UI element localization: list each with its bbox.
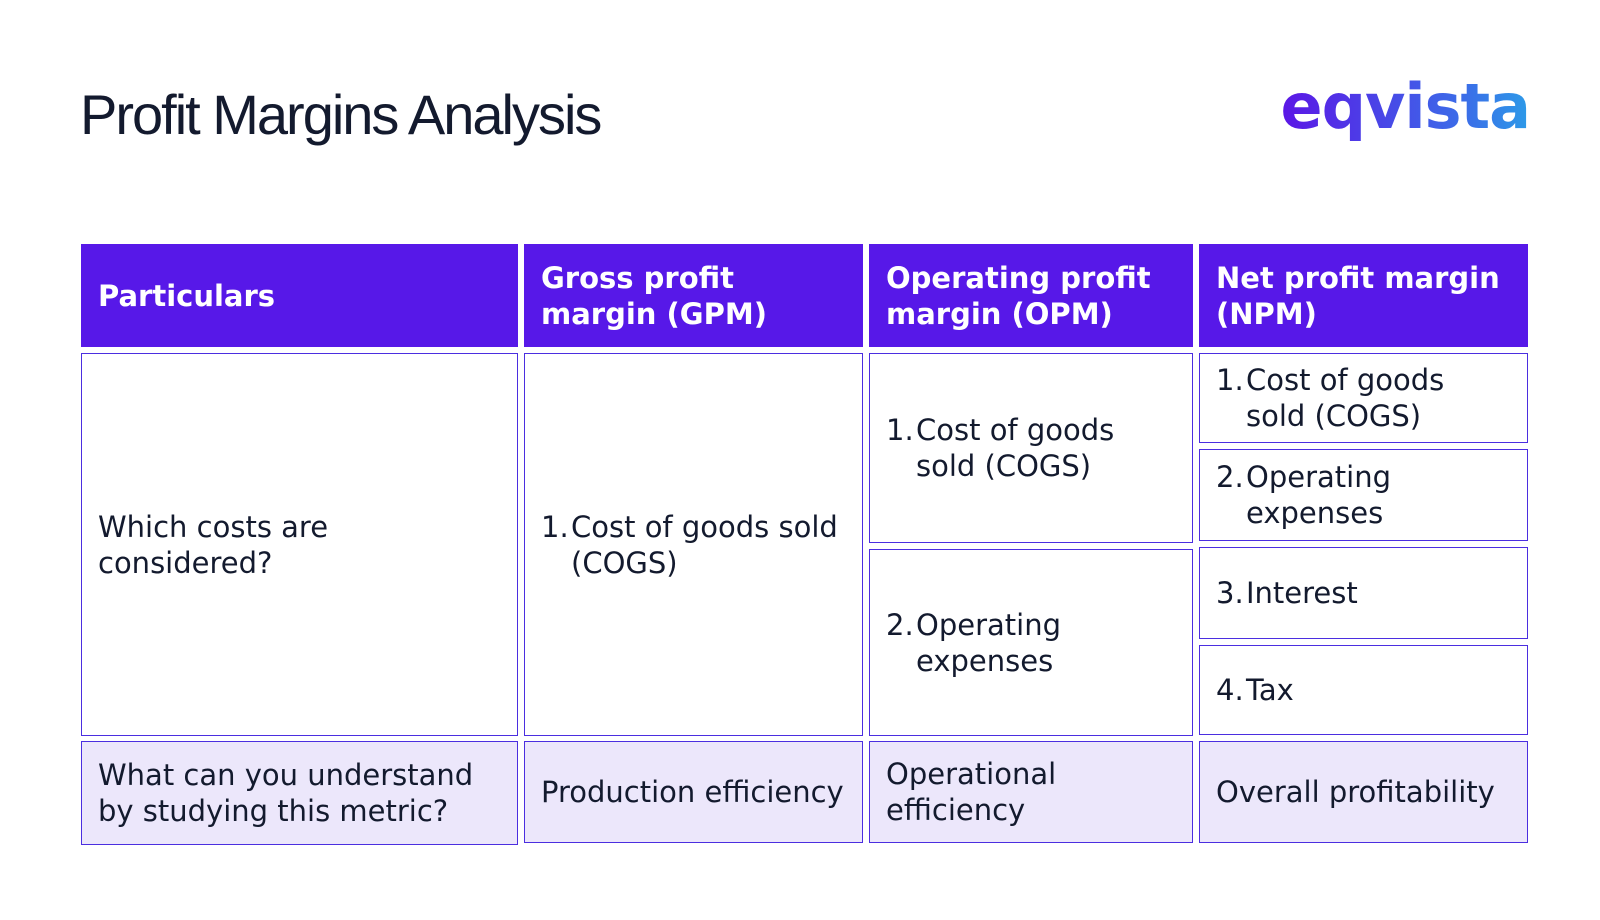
list-cell: 2. Operating expenses	[869, 549, 1193, 736]
header-cell: Gross profit margin (GPM)	[524, 244, 863, 347]
list-item: 2. Operating expenses	[886, 607, 1176, 679]
item-number: 1.	[541, 509, 569, 544]
logo: eqvista	[1280, 70, 1531, 143]
list-cell: 3. Interest	[1199, 547, 1528, 639]
header-cell: Particulars	[81, 244, 518, 347]
list-item: 2. Operating expenses	[1216, 459, 1511, 531]
list-item: 1. Cost of goods sold (COGS)	[886, 412, 1176, 484]
list-cell: 1. Cost of goods sold (COGS)	[524, 353, 863, 736]
item-number: 2.	[886, 607, 914, 642]
item-number: 1.	[886, 413, 914, 447]
item-number: 3.	[1216, 576, 1244, 610]
item-text: Interest	[1246, 576, 1358, 610]
item-text: Cost of goods sold (COGS)	[916, 413, 1115, 483]
list-item: 4. Tax	[1216, 672, 1294, 708]
item-number: 1.	[1216, 363, 1244, 397]
item-number: 4.	[1216, 673, 1244, 707]
item-text: Cost of goods sold (COGS)	[1246, 363, 1445, 433]
list-cell: 1. Cost of goods sold (COGS)	[869, 353, 1193, 543]
header-cell: Net profit margin (NPM)	[1199, 244, 1528, 347]
table-cell: Overall profitability	[1199, 741, 1528, 843]
title: Profit Margins Analysis	[80, 83, 602, 146]
item-text: Tax	[1246, 673, 1294, 707]
list-cell: 2. Operating expenses	[1199, 449, 1528, 541]
row-label: Which costs are considered?	[81, 353, 518, 736]
table-cell: Production efficiency	[524, 741, 863, 843]
list-cell: 4. Tax	[1199, 645, 1528, 735]
table-cell: Operational efficiency	[869, 741, 1193, 843]
row-label: What can you understand by studying this…	[81, 741, 518, 845]
item-text: Operating expenses	[1246, 460, 1391, 530]
item-text: Cost of goods sold (COGS)	[571, 509, 838, 580]
list-item: 3. Interest	[1216, 575, 1358, 611]
item-number: 2.	[1216, 460, 1244, 494]
list-item: 1. Cost of goods sold (COGS)	[541, 509, 846, 581]
item-text: Operating expenses	[916, 607, 1061, 678]
list-item: 1. Cost of goods sold (COGS)	[1216, 362, 1511, 434]
header-cell: Operating profit margin (OPM)	[869, 244, 1193, 347]
list-cell: 1. Cost of goods sold (COGS)	[1199, 353, 1528, 443]
